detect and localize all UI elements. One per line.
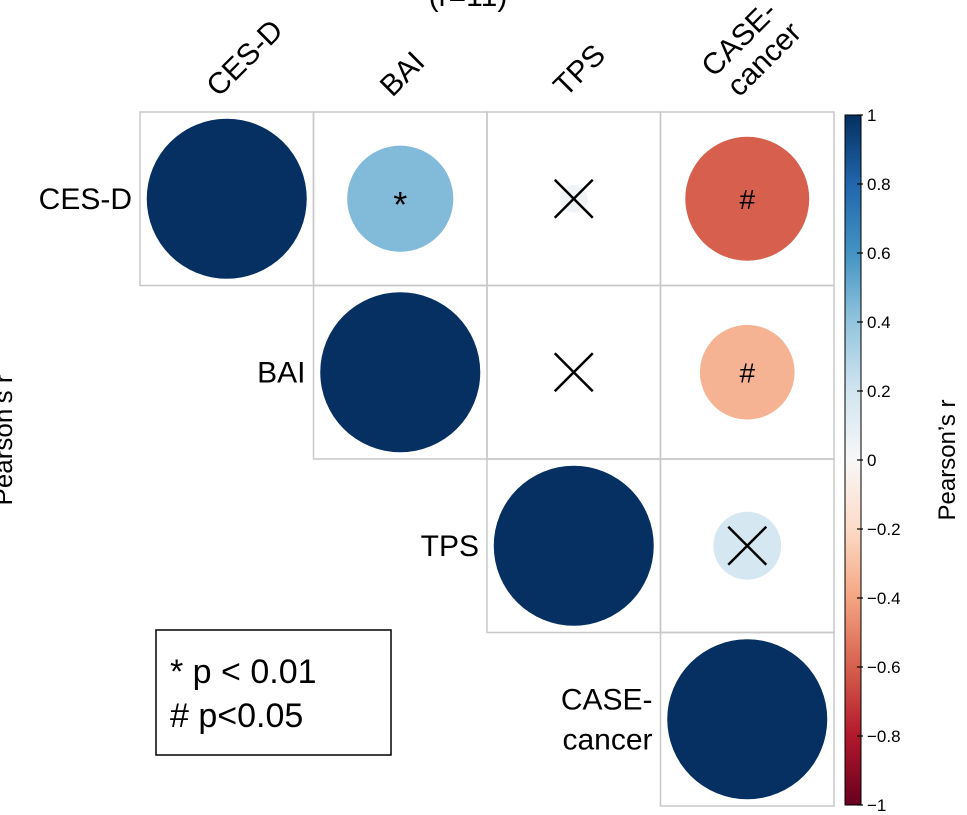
correlation-circle-2-2	[493, 465, 654, 626]
nonsignificant-cross	[727, 525, 768, 566]
correlation-circle-0-0	[146, 118, 307, 279]
colorbar-tick-label: −1	[867, 796, 886, 815]
colorbar-tick-label: 0.6	[867, 244, 891, 263]
colorbar-tick-label: 0.8	[867, 175, 891, 194]
colorbar-tick-label: −0.2	[867, 520, 901, 539]
significance-legend: * p < 0.01 # p<0.05	[155, 629, 392, 756]
left-axis-label: Pearson’s r	[0, 374, 18, 505]
row-label: TPS	[421, 530, 479, 563]
legend-box	[155, 629, 392, 756]
row-label: CES-D	[39, 183, 132, 216]
legend-entry: # p<0.05	[170, 697, 303, 735]
cell-layer: * # #	[146, 118, 828, 800]
correlation-circle-1-1	[320, 292, 481, 453]
grid-cell	[659, 631, 835, 807]
colorbar-tick-label: −0.4	[867, 589, 901, 608]
column-label: BAI	[374, 45, 432, 103]
grid-layer	[139, 111, 835, 807]
colorbar-tick-label: 1	[867, 106, 876, 125]
legend-entry: * p < 0.01	[170, 653, 317, 691]
colorbar: 1 0.8 0.6 0.4 0.2 0 −0.2 −0.4 −0.6 −0.8 −1 Pearson’…	[844, 106, 961, 815]
colorbar-title: Pearson’s r	[934, 400, 961, 521]
colorbar-tick-label: −0.8	[867, 727, 901, 746]
correlation-circle-0-1	[347, 145, 454, 252]
top-partial-label: (r=11)	[429, 0, 508, 13]
correlation-circle-0-3	[685, 136, 810, 261]
colorbar-tick-label: 0	[867, 451, 876, 470]
significance-marker: #	[739, 184, 755, 215]
column-label: CASE-cancer	[695, 0, 807, 106]
row-label: BAI	[257, 356, 305, 389]
nonsignificant-cross	[553, 178, 594, 219]
colorbar-tick-label: 0.2	[867, 382, 891, 401]
column-label: CES-D	[200, 14, 289, 103]
row-label: CASE-cancer	[561, 683, 653, 756]
correlation-circle-3-3	[667, 639, 828, 800]
nonsignificant-cross	[553, 352, 594, 393]
correlation-circle-1-3	[699, 324, 795, 420]
significance-marker: #	[739, 357, 755, 388]
colorbar-tick-label: 0.4	[867, 313, 891, 332]
column-label: TPS	[547, 38, 612, 103]
colorbar-tick-label: −0.6	[867, 658, 901, 677]
significance-marker: *	[393, 184, 407, 225]
